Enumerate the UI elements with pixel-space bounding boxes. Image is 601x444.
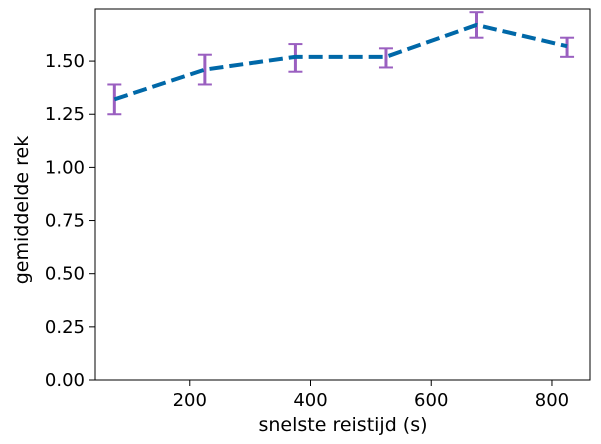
plot-frame xyxy=(94,8,591,381)
x-axis-label: snelste reistijd (s) xyxy=(258,414,427,436)
y-axis-label: gemiddelde rek xyxy=(11,136,33,285)
y-tick-label: 1.50 xyxy=(45,51,85,72)
y-tick-label: 0.00 xyxy=(45,370,85,391)
x-tick-label: 800 xyxy=(535,390,569,411)
y-tick-label: 1.00 xyxy=(45,157,85,178)
y-tick-label: 0.25 xyxy=(45,317,85,338)
plot-area xyxy=(94,8,591,381)
y-tick-label: 1.25 xyxy=(45,104,85,125)
y-tick-label: 0.50 xyxy=(45,264,85,285)
series-line xyxy=(113,22,568,102)
x-axis-ticks: 200 400 600 800 xyxy=(173,380,569,411)
y-tick-label: 0.75 xyxy=(45,211,85,232)
x-tick-label: 400 xyxy=(293,390,327,411)
x-tick-label: 600 xyxy=(414,390,448,411)
x-tick-label: 200 xyxy=(173,390,207,411)
y-axis-ticks: 0.00 0.25 0.50 0.75 1.00 1.25 1.50 xyxy=(45,51,95,391)
